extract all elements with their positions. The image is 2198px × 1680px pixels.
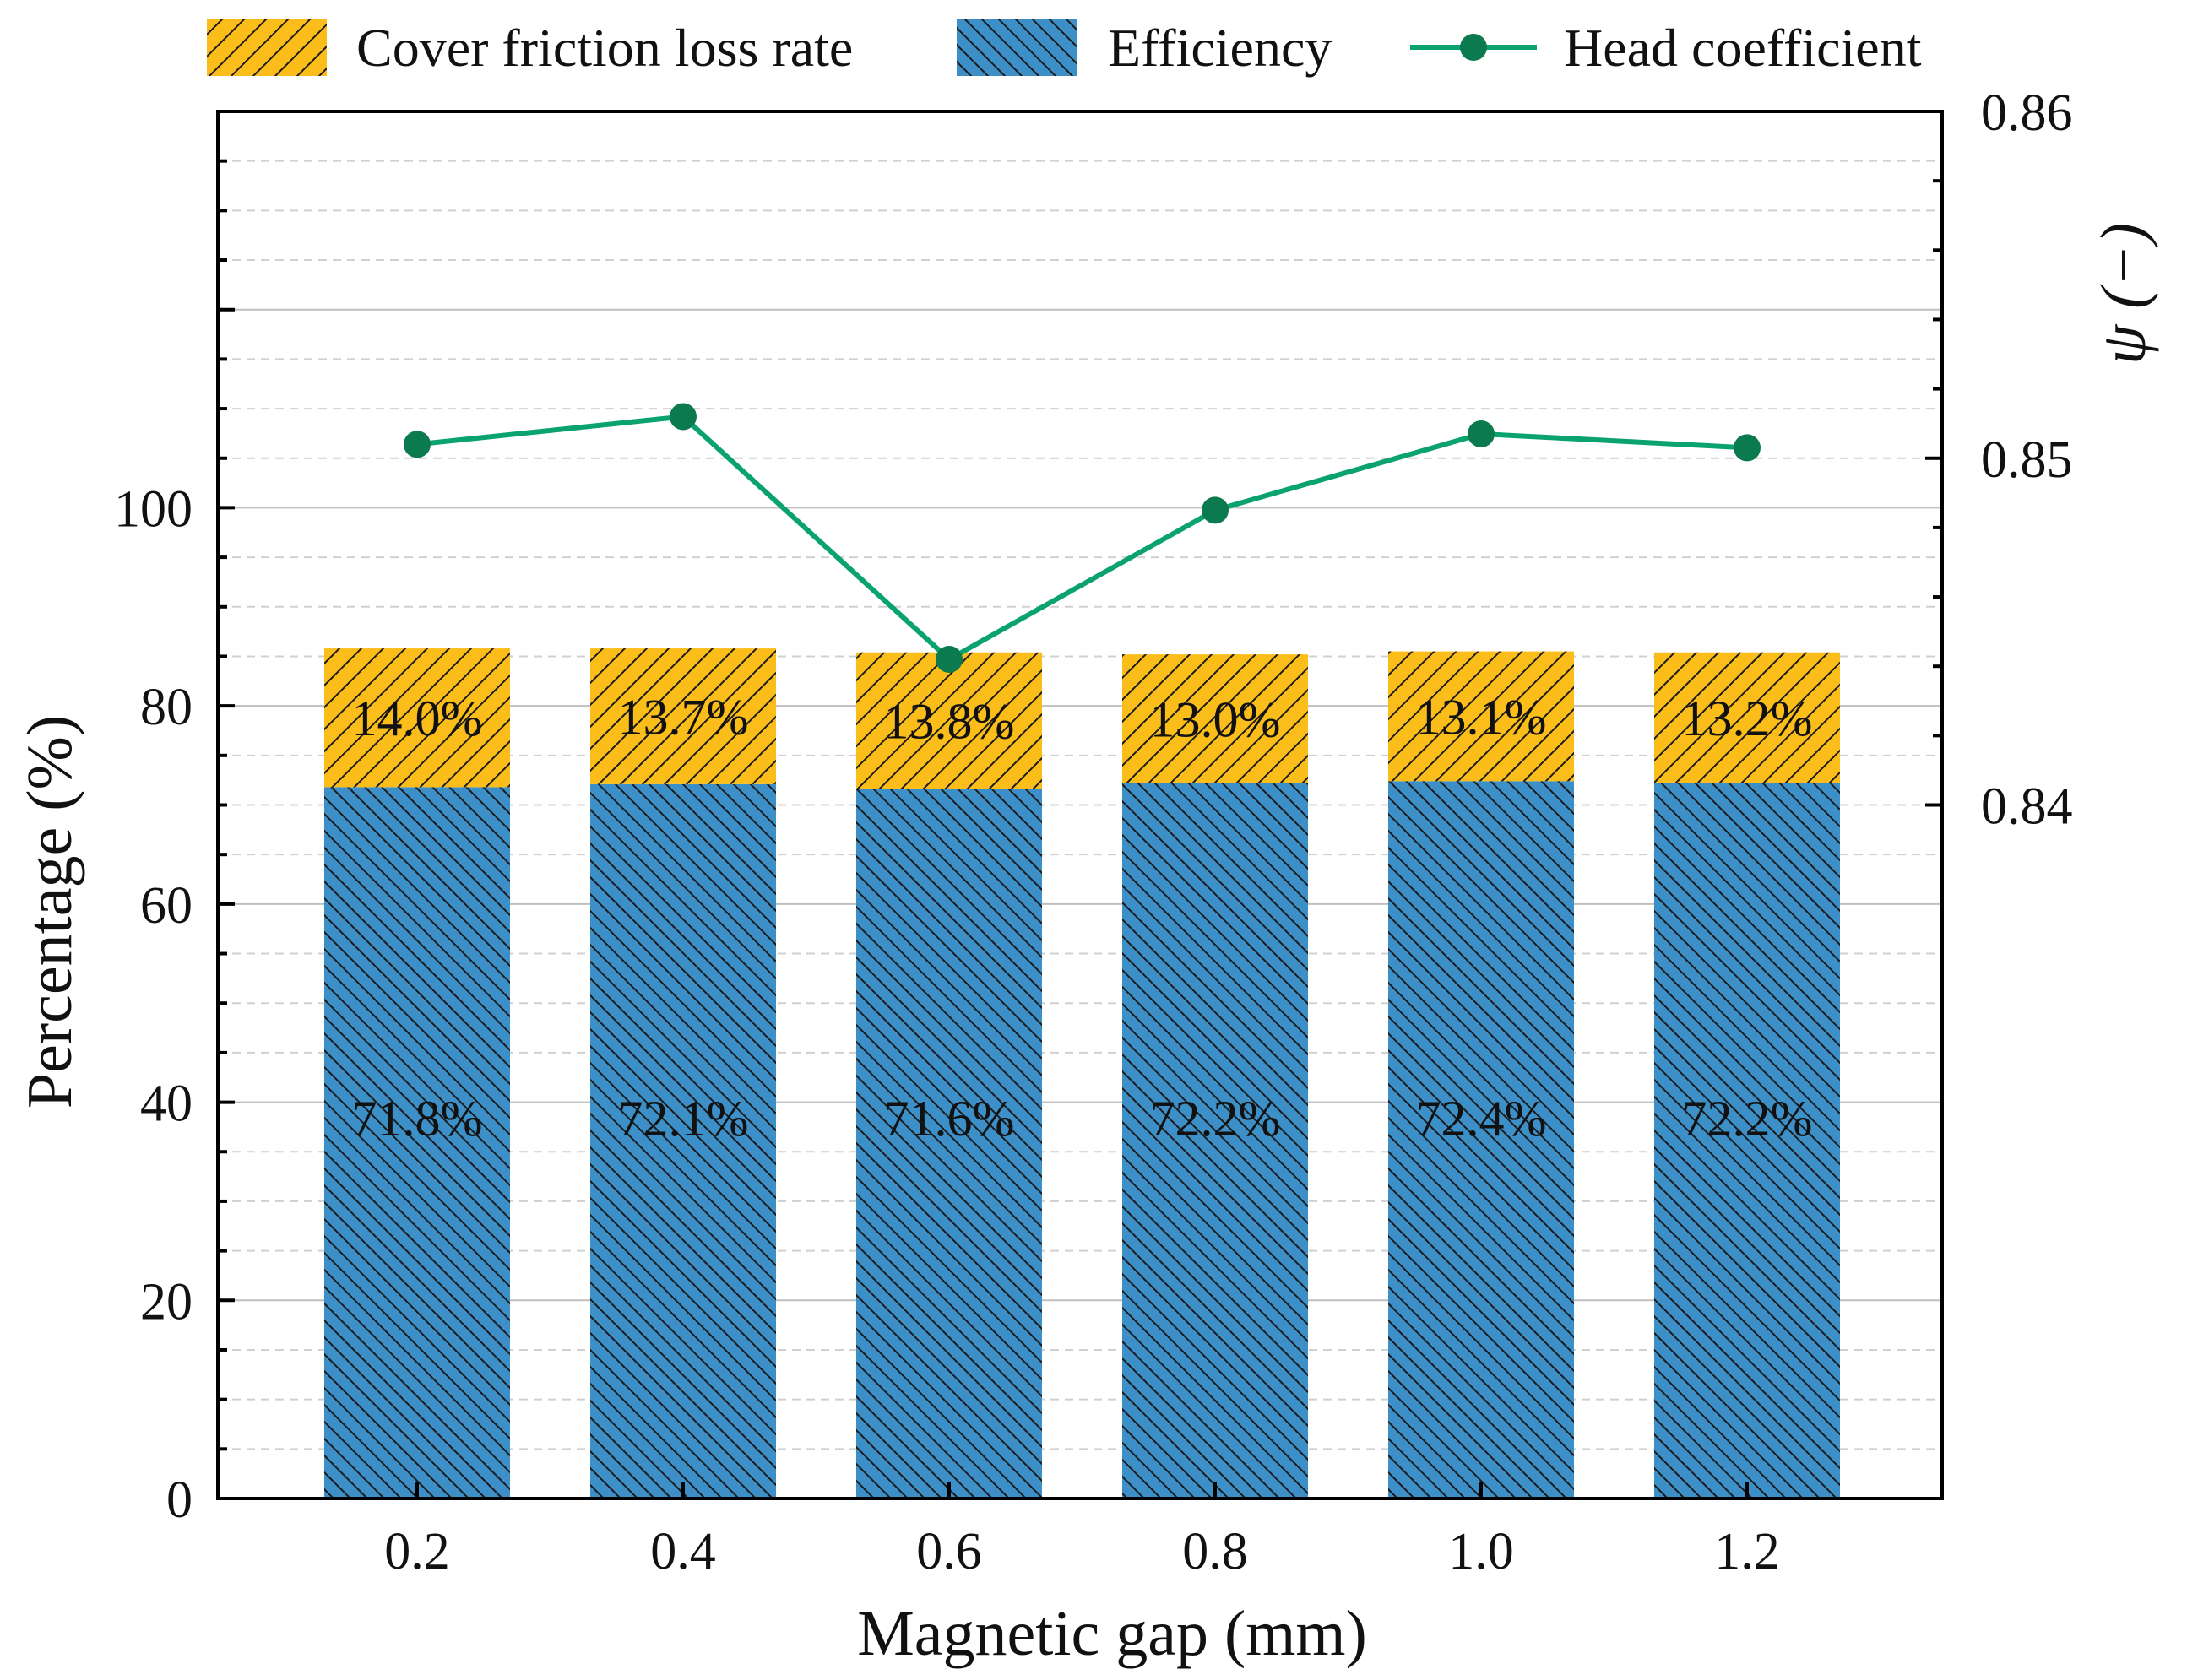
x-tick-label: 0.4 bbox=[650, 1523, 716, 1580]
efficiency-bar-hatch bbox=[590, 783, 776, 1498]
efficiency-data-label: 72.4% bbox=[1416, 1091, 1547, 1146]
y2-axis-title: ψ (−) bbox=[2088, 223, 2159, 365]
y-tick-label: 60 bbox=[140, 877, 193, 935]
bars bbox=[324, 648, 1840, 1498]
y2-tick-label: 0.86 bbox=[1981, 84, 2073, 142]
y-tick-label: 0 bbox=[166, 1471, 193, 1529]
y2-tick-label: 0.85 bbox=[1981, 431, 2073, 489]
head-coefficient-point bbox=[1202, 496, 1229, 524]
y-tick-label: 100 bbox=[114, 480, 193, 538]
friction-data-label: 13.8% bbox=[884, 694, 1015, 750]
head-coefficient-point bbox=[1468, 420, 1495, 447]
friction-data-label: 13.7% bbox=[618, 689, 749, 745]
bar-labels: 14.0% 71.8% 13.7% 72.1% 13.8% 71.6% 13.0% 72.2%… bbox=[352, 689, 1813, 1146]
legend-swatch-hatch bbox=[207, 19, 327, 76]
friction-data-label: 13.2% bbox=[1682, 691, 1813, 746]
y-tick-label: 20 bbox=[140, 1273, 193, 1330]
legend-label: Efficiency bbox=[1108, 18, 1332, 78]
friction-bar-hatch bbox=[1654, 652, 1840, 783]
head-coefficient-point bbox=[936, 645, 963, 673]
y-tick-label: 80 bbox=[140, 679, 193, 736]
efficiency-data-label: 71.8% bbox=[352, 1091, 483, 1146]
efficiency-bar-hatch bbox=[1122, 783, 1308, 1498]
legend-item-head-coefficient: Head coefficient bbox=[1410, 18, 1922, 78]
efficiency-data-label: 72.2% bbox=[1150, 1091, 1281, 1146]
legend-label: Cover friction loss rate bbox=[356, 18, 853, 78]
friction-data-label: 13.1% bbox=[1416, 689, 1547, 745]
efficiency-bar-hatch bbox=[856, 789, 1042, 1498]
friction-data-label: 13.0% bbox=[1150, 691, 1281, 747]
x-tick-label: 0.8 bbox=[1182, 1523, 1248, 1580]
x-tick-label: 1.2 bbox=[1714, 1523, 1780, 1580]
friction-data-label: 14.0% bbox=[352, 691, 483, 746]
friction-bar-hatch bbox=[590, 648, 776, 784]
friction-bar-hatch bbox=[1388, 651, 1574, 782]
legend-swatch-hatch bbox=[957, 19, 1077, 76]
efficiency-data-label: 72.1% bbox=[618, 1091, 749, 1146]
efficiency-data-label: 72.2% bbox=[1682, 1091, 1813, 1146]
x-tick-label: 0.6 bbox=[916, 1523, 982, 1580]
x-tick-label: 1.0 bbox=[1448, 1523, 1514, 1580]
legend-label: Head coefficient bbox=[1564, 18, 1922, 78]
efficiency-bar-hatch bbox=[1388, 781, 1574, 1498]
legend-item-friction: Cover friction loss rate bbox=[207, 18, 853, 78]
y-axis-title: Percentage (%) bbox=[14, 715, 85, 1108]
legend: Cover friction loss rate Efficiency Head c… bbox=[207, 18, 1922, 78]
head-coefficient-point bbox=[1734, 434, 1761, 462]
legend-item-efficiency: Efficiency bbox=[957, 18, 1332, 78]
y-tick-label: 40 bbox=[140, 1076, 193, 1133]
friction-bar-hatch bbox=[856, 652, 1042, 789]
axes: 0 20 40 60 80 100 0.84 0.85 0.86 0.2 0.4 0.6 0.8 1.0 1… bbox=[114, 84, 2073, 1580]
head-coefficient-point bbox=[404, 431, 431, 458]
head-coefficient-line bbox=[416, 414, 1748, 662]
legend-swatch-marker bbox=[1460, 34, 1487, 61]
head-coefficient-point bbox=[670, 403, 697, 431]
friction-bar-hatch bbox=[324, 648, 510, 788]
friction-bar-hatch bbox=[1122, 654, 1308, 783]
efficiency-bar-hatch bbox=[324, 787, 510, 1498]
y2-tick-label: 0.84 bbox=[1981, 778, 2073, 836]
efficiency-bar-hatch bbox=[1654, 783, 1840, 1498]
x-axis-title: Magnetic gap (mm) bbox=[857, 1598, 1367, 1669]
head-coefficient-series bbox=[404, 403, 1761, 673]
x-tick-label: 0.2 bbox=[384, 1523, 450, 1580]
efficiency-data-label: 71.6% bbox=[884, 1091, 1015, 1146]
